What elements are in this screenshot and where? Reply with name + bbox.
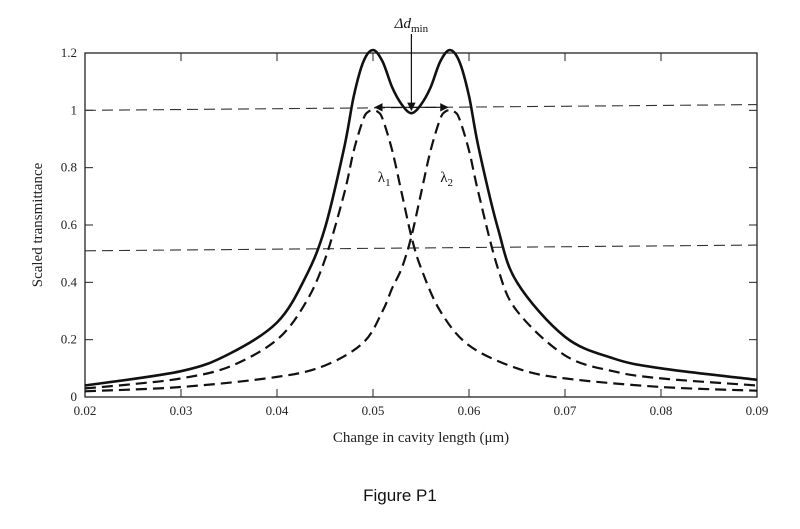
y-axis-ticks: 0 0.2 0.4 0.6 0.8 1 1.2 <box>61 45 757 404</box>
y-tick-label: 0.2 <box>61 332 77 347</box>
y-tick-label: 0.6 <box>61 217 78 232</box>
x-axis-ticks: 0.02 0.03 0.04 0.05 0.06 0.07 0.08 0.09 <box>74 53 769 418</box>
x-tick-label: 0.08 <box>650 403 673 418</box>
lambda1-sub: 1 <box>385 177 391 189</box>
x-tick-label: 0.06 <box>458 403 481 418</box>
lambda2-main: λ <box>440 170 448 186</box>
series-line-sum <box>84 48 758 387</box>
series-line-lambda1 <box>84 109 758 392</box>
y-tick-label: 1 <box>71 102 78 117</box>
reference-line-level-half <box>84 244 758 252</box>
y-tick-label: 0.8 <box>61 160 77 175</box>
y-tick-label: 1.2 <box>61 45 77 60</box>
delta-min-sub: min <box>411 23 429 35</box>
x-tick-label: 0.04 <box>266 403 289 418</box>
y-tick-label: 0 <box>71 389 78 404</box>
y-tick-label: 0.4 <box>61 274 78 289</box>
x-tick-label: 0.02 <box>74 403 97 418</box>
x-tick-label: 0.03 <box>170 403 193 418</box>
series-line-lambda2 <box>84 109 758 393</box>
reference-line-level-1 <box>84 104 758 111</box>
x-axis-label: Change in cavity length (μm) <box>333 430 509 446</box>
x-tick-label: 0.09 <box>746 403 769 418</box>
figure-caption: Figure P1 <box>363 486 437 505</box>
lambda2-sub: 2 <box>447 177 453 189</box>
lambda1-label: λ1 <box>378 170 391 189</box>
series-lines <box>84 48 758 393</box>
lambda1-main: λ <box>378 170 386 186</box>
lambda2-label: λ2 <box>440 170 453 189</box>
reference-lines <box>84 104 758 252</box>
delta-min-main: Δd <box>394 16 412 32</box>
y-axis-label: Scaled transmittance <box>30 162 46 287</box>
x-tick-label: 0.05 <box>362 403 385 418</box>
x-tick-label: 0.07 <box>554 403 577 418</box>
delta-min-label: Δdmin <box>394 16 429 35</box>
